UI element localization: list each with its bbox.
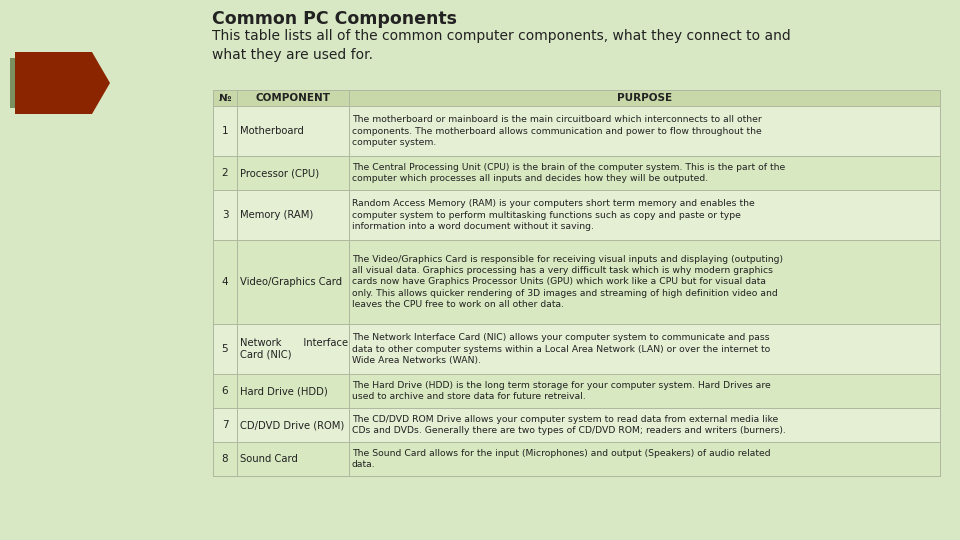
Bar — [213, 190, 940, 240]
Text: The motherboard or mainboard is the main circuitboard which interconnects to all: The motherboard or mainboard is the main… — [352, 115, 761, 147]
Text: 1: 1 — [222, 126, 228, 136]
Bar — [213, 374, 237, 408]
Bar — [213, 408, 237, 442]
Polygon shape — [10, 58, 105, 108]
Text: Motherboard: Motherboard — [240, 126, 304, 136]
Bar — [237, 408, 349, 442]
Bar — [213, 106, 237, 156]
Text: The CD/DVD ROM Drive allows your computer system to read data from external medi: The CD/DVD ROM Drive allows your compute… — [352, 415, 785, 435]
Bar — [237, 324, 349, 374]
Text: Common PC Components: Common PC Components — [212, 10, 457, 28]
Bar — [349, 190, 940, 240]
Text: 6: 6 — [222, 386, 228, 396]
Bar — [237, 156, 349, 190]
Polygon shape — [15, 52, 110, 114]
Text: The Sound Card allows for the input (Microphones) and output (Speakers) of audio: The Sound Card allows for the input (Mic… — [352, 449, 771, 469]
Bar — [213, 190, 237, 240]
Text: The Video/Graphics Card is responsible for receiving visual inputs and displayin: The Video/Graphics Card is responsible f… — [352, 254, 783, 309]
Bar — [213, 442, 237, 476]
Text: 2: 2 — [222, 168, 228, 178]
Bar — [349, 90, 940, 106]
Bar — [237, 190, 349, 240]
Bar — [349, 240, 940, 324]
Bar — [213, 324, 940, 374]
Bar — [213, 408, 940, 442]
Text: 3: 3 — [222, 210, 228, 220]
Text: 4: 4 — [222, 277, 228, 287]
Text: The Central Processing Unit (CPU) is the brain of the computer system. This is t: The Central Processing Unit (CPU) is the… — [352, 163, 785, 183]
Bar — [213, 90, 940, 106]
Text: 7: 7 — [222, 420, 228, 430]
Text: Hard Drive (HDD): Hard Drive (HDD) — [240, 386, 327, 396]
Text: Random Access Memory (RAM) is your computers short term memory and enables the
c: Random Access Memory (RAM) is your compu… — [352, 199, 755, 231]
Bar — [213, 240, 940, 324]
Text: Network       Interface
Card (NIC): Network Interface Card (NIC) — [240, 338, 348, 360]
Bar — [213, 106, 940, 156]
Bar — [237, 374, 349, 408]
Bar — [213, 324, 237, 374]
Text: Video/Graphics Card: Video/Graphics Card — [240, 277, 342, 287]
Text: COMPONENT: COMPONENT — [255, 93, 330, 103]
Text: Processor (CPU): Processor (CPU) — [240, 168, 319, 178]
Bar — [213, 374, 940, 408]
Text: №: № — [219, 93, 231, 103]
Bar — [349, 374, 940, 408]
Bar — [349, 156, 940, 190]
Bar — [237, 442, 349, 476]
Bar — [213, 442, 940, 476]
Bar — [349, 106, 940, 156]
Bar — [237, 90, 349, 106]
Bar — [213, 90, 237, 106]
Text: PURPOSE: PURPOSE — [617, 93, 672, 103]
Text: Sound Card: Sound Card — [240, 454, 298, 464]
Bar — [213, 156, 940, 190]
Bar — [213, 156, 237, 190]
Bar — [349, 442, 940, 476]
Bar — [237, 106, 349, 156]
Text: Memory (RAM): Memory (RAM) — [240, 210, 313, 220]
Bar — [213, 240, 237, 324]
Text: This table lists all of the common computer components, what they connect to and: This table lists all of the common compu… — [212, 29, 791, 62]
Text: 5: 5 — [222, 344, 228, 354]
Bar — [237, 240, 349, 324]
Text: CD/DVD Drive (ROM): CD/DVD Drive (ROM) — [240, 420, 345, 430]
Text: The Hard Drive (HDD) is the long term storage for your computer system. Hard Dri: The Hard Drive (HDD) is the long term st… — [352, 381, 771, 401]
Text: The Network Interface Card (NIC) allows your computer system to communicate and : The Network Interface Card (NIC) allows … — [352, 333, 770, 365]
Bar — [349, 408, 940, 442]
Bar — [349, 324, 940, 374]
Text: 8: 8 — [222, 454, 228, 464]
